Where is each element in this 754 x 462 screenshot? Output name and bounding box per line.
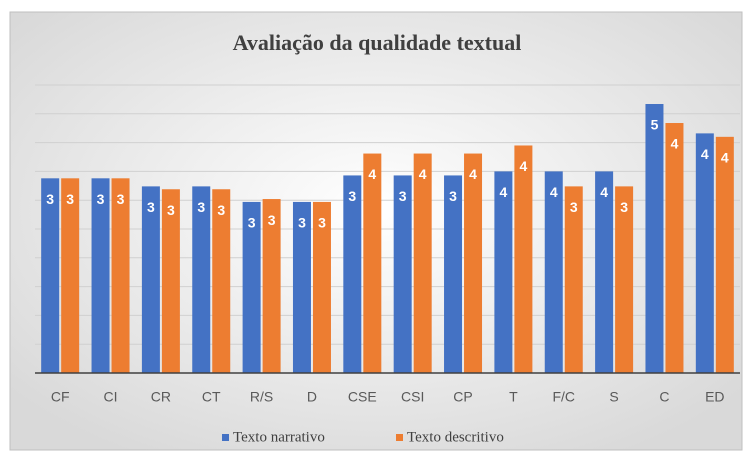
bar <box>544 171 563 373</box>
bar <box>564 186 583 373</box>
bar <box>393 175 412 373</box>
data-label: 3 <box>46 191 54 207</box>
chart-title: Avaliação da qualidade textual <box>233 30 522 55</box>
bar <box>645 104 664 374</box>
bar <box>141 186 160 373</box>
x-tick-label: CSI <box>401 389 424 405</box>
x-tick-label: T <box>509 389 518 405</box>
bar <box>91 178 110 373</box>
x-tick-label: F/C <box>552 389 575 405</box>
x-tick-label: D <box>307 389 317 405</box>
data-label: 3 <box>449 188 457 204</box>
x-tick-label: CP <box>453 389 472 405</box>
bar <box>262 199 281 373</box>
bar <box>715 136 734 373</box>
x-tick-label: C <box>659 389 669 405</box>
data-label: 3 <box>167 202 175 218</box>
data-label: 3 <box>399 188 407 204</box>
data-label: 4 <box>671 136 679 152</box>
bar <box>665 123 684 374</box>
bar <box>413 153 432 373</box>
bar <box>595 171 614 373</box>
bar <box>192 186 211 373</box>
bar <box>111 178 130 373</box>
data-label: 3 <box>97 191 105 207</box>
data-label: 4 <box>469 166 477 182</box>
x-tick-label: CT <box>202 389 221 405</box>
data-label: 3 <box>147 199 155 215</box>
data-label: 3 <box>298 215 306 231</box>
data-label: 3 <box>570 199 578 215</box>
data-label: 3 <box>197 199 205 215</box>
bar <box>695 133 714 373</box>
bar <box>615 186 634 373</box>
data-label: 3 <box>117 191 125 207</box>
bar <box>464 153 483 373</box>
bar <box>292 201 311 373</box>
x-tick-label: CI <box>104 389 118 405</box>
bar <box>514 145 533 373</box>
data-label: 3 <box>66 191 74 207</box>
data-label: 4 <box>368 166 376 182</box>
legend-swatch <box>396 434 403 441</box>
legend-label: Texto descritivo <box>407 429 504 445</box>
data-label: 5 <box>651 117 659 133</box>
data-label: 3 <box>268 212 276 228</box>
data-label: 3 <box>318 215 326 231</box>
x-tick-label: R/S <box>250 389 273 405</box>
x-tick-label: S <box>609 389 618 405</box>
data-label: 4 <box>499 184 507 200</box>
data-label: 3 <box>348 188 356 204</box>
bar <box>343 175 362 373</box>
data-label: 3 <box>217 202 225 218</box>
bar <box>312 201 331 373</box>
legend-label: Texto narrativo <box>233 429 325 445</box>
data-label: 4 <box>519 158 527 174</box>
legend-swatch <box>222 434 229 441</box>
data-label: 4 <box>701 146 709 162</box>
x-tick-label: ED <box>705 389 724 405</box>
x-tick-label: CR <box>151 389 171 405</box>
x-tick-label: CF <box>51 389 70 405</box>
bar <box>363 153 382 373</box>
data-label: 4 <box>721 150 729 166</box>
data-label: 3 <box>620 199 628 215</box>
data-label: 4 <box>600 184 608 200</box>
x-tick-label: CSE <box>348 389 377 405</box>
bar <box>161 189 180 373</box>
data-label: 4 <box>419 166 427 182</box>
bar <box>444 175 463 373</box>
bar <box>212 189 231 373</box>
bar <box>61 178 80 373</box>
data-label: 4 <box>550 184 558 200</box>
bar <box>494 171 513 373</box>
bar <box>41 178 60 373</box>
bar <box>242 201 261 373</box>
data-label: 3 <box>248 215 256 231</box>
